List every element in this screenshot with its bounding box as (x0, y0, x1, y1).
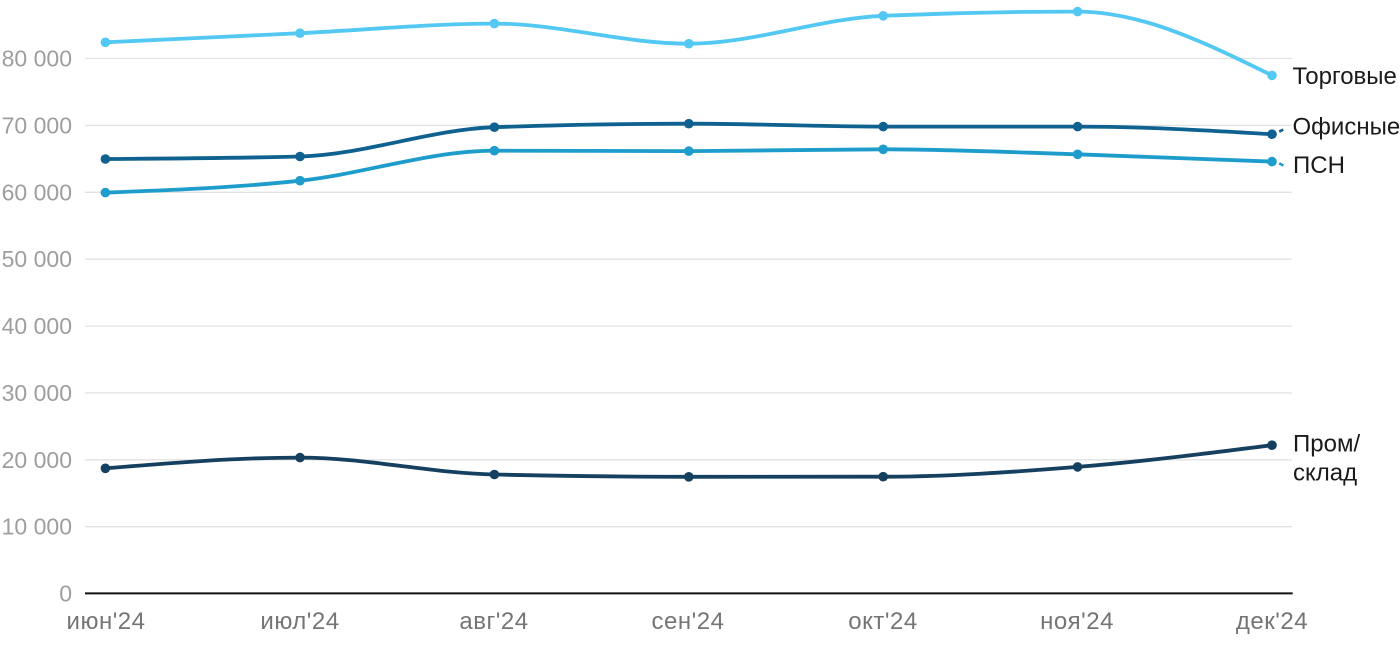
svg-text:50 000: 50 000 (2, 246, 72, 272)
svg-text:70 000: 70 000 (2, 112, 72, 138)
svg-text:80 000: 80 000 (2, 46, 72, 72)
svg-text:склад: склад (1293, 459, 1357, 486)
svg-text:40 000: 40 000 (2, 313, 72, 339)
svg-text:авг'24: авг'24 (459, 608, 528, 635)
svg-text:Пром/: Пром/ (1293, 430, 1360, 457)
svg-text:окт'24: окт'24 (848, 608, 917, 635)
svg-text:дек'24: дек'24 (1236, 608, 1308, 635)
svg-text:Торговые: Торговые (1293, 63, 1397, 90)
svg-text:сен'24: сен'24 (652, 608, 725, 635)
svg-text:ноя'24: ноя'24 (1040, 608, 1114, 635)
svg-text:июн'24: июн'24 (67, 608, 146, 635)
svg-text:10 000: 10 000 (2, 514, 72, 540)
svg-text:60 000: 60 000 (2, 179, 72, 205)
svg-text:20 000: 20 000 (2, 447, 72, 473)
svg-text:Офисные: Офисные (1293, 113, 1400, 140)
svg-text:0: 0 (59, 580, 72, 606)
svg-text:ПСН: ПСН (1293, 152, 1345, 179)
svg-text:30 000: 30 000 (2, 380, 72, 406)
svg-text:июл'24: июл'24 (260, 608, 339, 635)
